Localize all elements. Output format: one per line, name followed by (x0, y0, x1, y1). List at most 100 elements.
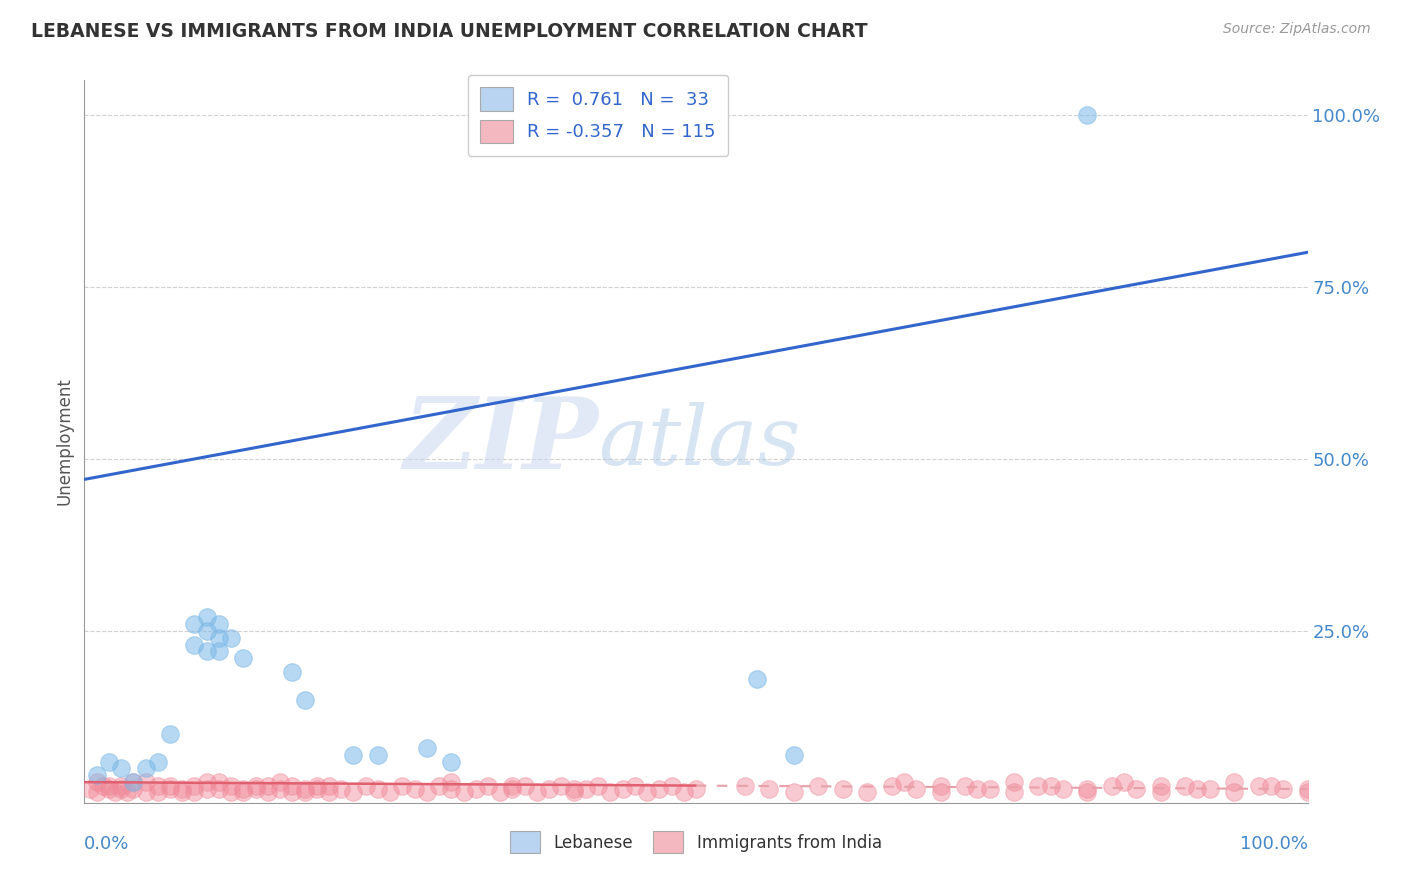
Point (1260, 779, 1282, 793)
Point (294, 692, 316, 706)
Point (538, 782, 561, 797)
Point (929, 785, 952, 799)
Point (97, 755, 120, 769)
Point (1247, 779, 1270, 793)
Point (159, 727, 181, 741)
Point (1076, 108, 1098, 122)
Point (391, 779, 413, 793)
Point (305, 779, 328, 793)
Point (257, 779, 280, 793)
Point (281, 785, 304, 799)
Point (1272, 782, 1295, 797)
Point (685, 782, 707, 797)
Point (110, 779, 132, 793)
Point (269, 782, 291, 797)
Point (856, 785, 879, 799)
Point (880, 779, 903, 793)
Y-axis label: Unemployment: Unemployment (55, 377, 73, 506)
Point (1296, 785, 1319, 799)
Point (1223, 775, 1246, 789)
Point (183, 779, 205, 793)
Point (232, 782, 254, 797)
Point (208, 616, 231, 631)
Point (734, 779, 756, 793)
Point (367, 747, 389, 762)
Point (219, 779, 242, 793)
Point (257, 785, 280, 799)
Point (453, 785, 475, 799)
Point (1101, 779, 1123, 793)
Point (1150, 779, 1173, 793)
Point (104, 785, 127, 799)
Point (135, 785, 157, 799)
Point (562, 785, 585, 799)
Point (477, 779, 499, 793)
Point (86, 785, 108, 799)
Point (219, 785, 242, 799)
Point (1174, 779, 1197, 793)
Text: atlas: atlas (598, 401, 800, 482)
Point (183, 785, 205, 799)
Point (672, 785, 695, 799)
Point (245, 782, 267, 797)
Point (502, 782, 524, 797)
Point (1002, 785, 1025, 799)
Point (91, 779, 114, 793)
Point (318, 785, 340, 799)
Point (342, 785, 364, 799)
Point (1028, 779, 1050, 793)
Point (648, 782, 671, 797)
Point (208, 631, 231, 645)
Point (929, 779, 952, 793)
Point (1187, 782, 1209, 797)
Point (245, 779, 267, 793)
Point (86, 768, 108, 782)
Point (115, 785, 138, 799)
Point (893, 775, 915, 789)
Text: Source: ZipAtlas.com: Source: ZipAtlas.com (1223, 22, 1371, 37)
Point (159, 782, 181, 797)
Point (624, 779, 647, 793)
Point (195, 775, 218, 789)
Point (294, 782, 316, 797)
Point (135, 775, 157, 789)
Point (979, 782, 1001, 797)
Text: 0.0%: 0.0% (84, 835, 129, 854)
Point (183, 616, 205, 631)
Point (489, 785, 512, 799)
Point (612, 782, 634, 797)
Point (380, 785, 402, 799)
Point (219, 631, 242, 645)
Point (550, 779, 572, 793)
Point (636, 785, 658, 799)
Point (440, 755, 463, 769)
Point (122, 782, 145, 797)
Legend: Lebanese, Immigrants from India: Lebanese, Immigrants from India (503, 825, 889, 860)
Point (122, 775, 145, 789)
Point (232, 651, 254, 665)
Text: LEBANESE VS IMMIGRANTS FROM INDIA UNEMPLOYMENT CORRELATION CHART: LEBANESE VS IMMIGRANTS FROM INDIA UNEMPL… (31, 22, 868, 41)
Point (208, 775, 231, 789)
Point (599, 785, 621, 799)
Text: 100.0%: 100.0% (1240, 835, 1308, 854)
Point (195, 610, 218, 624)
Point (440, 775, 463, 789)
Point (281, 779, 304, 793)
Point (416, 785, 439, 799)
Point (783, 785, 806, 799)
Point (1114, 775, 1136, 789)
Point (195, 782, 218, 797)
Point (1052, 782, 1074, 797)
Point (232, 785, 254, 799)
Point (122, 775, 145, 789)
Point (831, 782, 853, 797)
Point (747, 672, 769, 686)
Point (195, 624, 218, 638)
Point (110, 782, 132, 797)
Point (905, 782, 928, 797)
Point (807, 779, 830, 793)
Point (367, 782, 389, 797)
Point (172, 782, 194, 797)
Point (97, 782, 120, 797)
Point (146, 779, 169, 793)
